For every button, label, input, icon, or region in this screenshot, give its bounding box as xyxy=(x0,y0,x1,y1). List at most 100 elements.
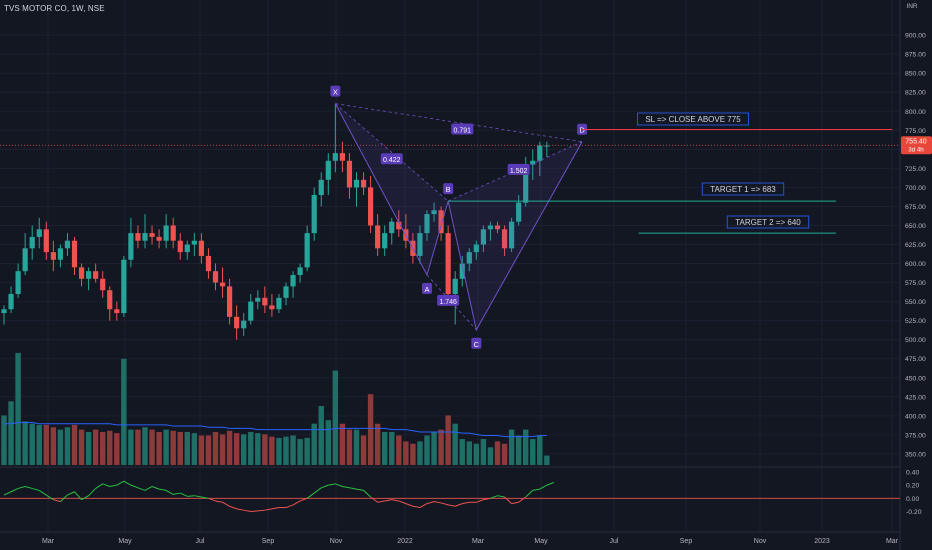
candle-body xyxy=(8,294,14,310)
volume-bar xyxy=(219,434,226,465)
oscillator-segment xyxy=(321,484,329,489)
oscillator-segment xyxy=(144,486,153,491)
candle xyxy=(50,240,56,272)
volume-bar xyxy=(100,431,106,465)
oscillator-tick: 0.00 xyxy=(906,496,919,503)
candle xyxy=(516,195,522,226)
candle-body xyxy=(1,309,7,314)
time-tick: Jul xyxy=(610,538,619,545)
candle xyxy=(530,149,536,180)
candle-body xyxy=(325,160,331,180)
candle-body xyxy=(417,233,423,256)
candle-body xyxy=(212,271,219,283)
candle xyxy=(100,271,106,298)
oscillator-segment xyxy=(180,492,188,497)
volume-bar xyxy=(417,441,423,465)
volume-bar xyxy=(396,435,402,465)
price-tick: 525.00 xyxy=(905,318,926,325)
candle xyxy=(142,214,148,249)
oscillator-segment xyxy=(511,501,519,505)
oscillator-segment xyxy=(546,482,555,486)
candle-body xyxy=(311,195,317,234)
ratio-badge xyxy=(507,163,530,175)
oscillator-segment xyxy=(518,496,526,503)
candle-body xyxy=(382,233,388,249)
oscillator-segment xyxy=(356,488,364,491)
candle xyxy=(459,255,465,287)
pattern-point-a: A xyxy=(424,285,429,294)
volume-bar xyxy=(233,433,240,465)
oscillator-segment xyxy=(3,491,12,496)
candle-body xyxy=(227,286,233,317)
volume-bar xyxy=(191,433,198,465)
level-label: TARGET 2 => 640 xyxy=(735,218,801,227)
candle xyxy=(227,278,233,325)
price-tick: 625.00 xyxy=(905,242,926,249)
candle-body xyxy=(36,229,42,237)
price-tick: 600.00 xyxy=(905,261,926,268)
volume-bar xyxy=(382,431,388,465)
candle xyxy=(57,244,63,268)
candle xyxy=(396,210,402,237)
candle xyxy=(128,217,134,268)
price-tick: 825.00 xyxy=(905,90,926,97)
volume-bar xyxy=(544,455,550,465)
candle-body xyxy=(71,240,78,268)
oscillator-segment xyxy=(285,504,294,509)
oscillator-segment xyxy=(391,499,399,502)
volume-bar xyxy=(269,436,275,465)
candle xyxy=(537,141,543,176)
oscillator-segment xyxy=(490,495,498,499)
candle xyxy=(8,286,14,314)
oscillator-segment xyxy=(208,497,216,502)
candle-body xyxy=(452,278,458,295)
pattern-point-c: C xyxy=(474,340,480,349)
candle xyxy=(248,294,254,325)
time-tick: Mar xyxy=(886,538,899,545)
volume-bar xyxy=(205,435,212,465)
volume-bar xyxy=(71,424,78,465)
price-tick: 775.00 xyxy=(905,128,926,135)
oscillator-segment xyxy=(433,501,442,504)
candle xyxy=(241,313,247,336)
volume-bar xyxy=(50,427,57,465)
candle-body xyxy=(346,160,353,188)
candle xyxy=(438,206,444,241)
volume-bar xyxy=(78,429,85,465)
oscillator-segment xyxy=(349,487,357,490)
time-tick: May xyxy=(534,538,548,545)
oscillator-segment xyxy=(497,495,505,498)
price-tick: 800.00 xyxy=(905,109,926,116)
candle xyxy=(156,229,162,249)
candle-body xyxy=(530,160,536,165)
candle-body xyxy=(537,145,543,161)
candle xyxy=(22,233,28,275)
candle xyxy=(177,233,183,260)
oscillator-segment xyxy=(313,487,322,494)
candle-body xyxy=(241,320,247,329)
volume-bar xyxy=(360,435,367,465)
volume-bar xyxy=(410,443,416,465)
oscillator-segment xyxy=(130,484,139,489)
volume-bar xyxy=(353,429,360,465)
candle xyxy=(78,263,85,287)
volume-bar xyxy=(64,427,71,465)
candle-body xyxy=(78,267,85,279)
oscillator-segment xyxy=(10,487,19,493)
candle xyxy=(318,172,324,207)
volume-bar xyxy=(43,424,49,465)
candle-body xyxy=(389,221,395,234)
volume-bar xyxy=(304,437,310,465)
oscillator-segment xyxy=(370,496,378,503)
volume-bar xyxy=(1,415,7,465)
oscillator-segment xyxy=(53,499,61,503)
volume-bar xyxy=(8,401,14,465)
volume-bar xyxy=(85,431,92,465)
oscillator-segment xyxy=(32,487,40,491)
ratio-badge xyxy=(380,153,403,165)
volume-bar xyxy=(114,433,120,465)
oscillator-segment xyxy=(476,499,484,503)
candle-body xyxy=(318,179,324,196)
candle-body xyxy=(170,225,176,241)
